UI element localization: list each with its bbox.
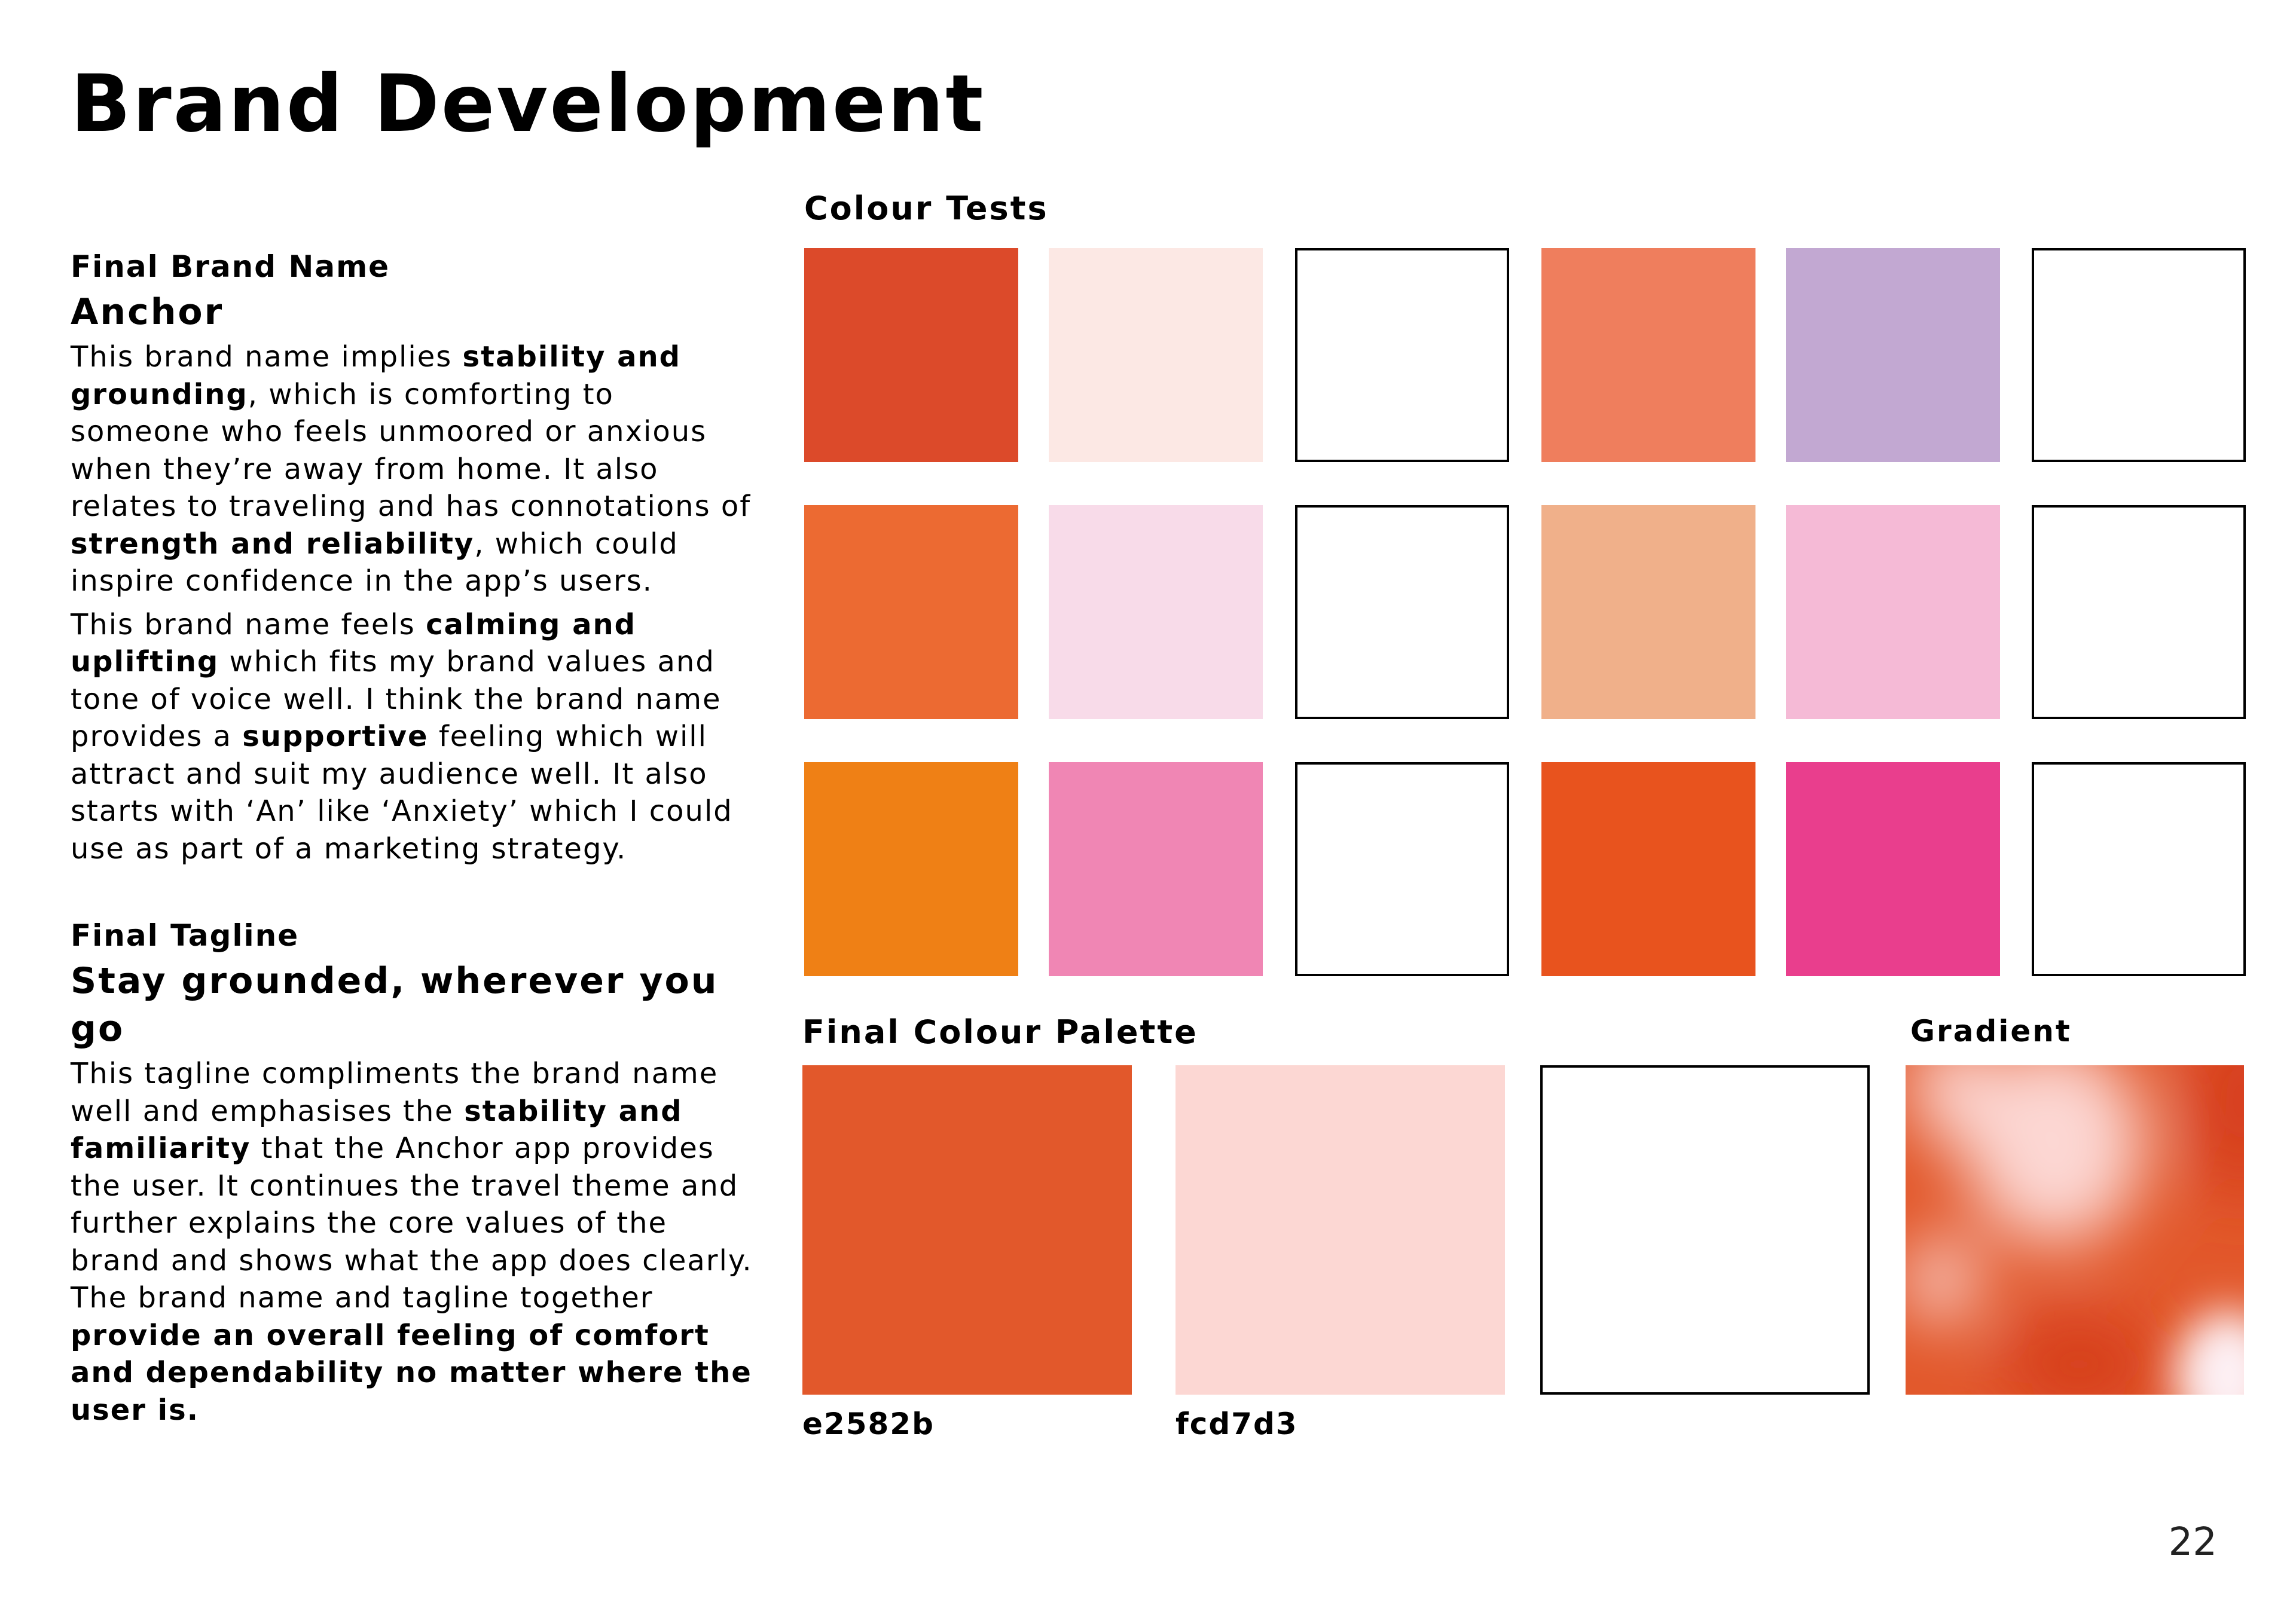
- colour-test-swatch: [2032, 248, 2246, 462]
- colour-test-swatch: [1295, 762, 1509, 976]
- text-span: This brand name feels: [71, 607, 426, 641]
- tagline-label: Final Tagline: [71, 918, 300, 953]
- text-span: feeling which will attract and suit my a…: [71, 720, 733, 866]
- colour-test-swatch: [1295, 505, 1509, 719]
- colour-tests-label: Colour Tests: [804, 189, 1049, 227]
- colour-test-swatch: [2032, 762, 2246, 976]
- colour-test-swatch: [1049, 762, 1263, 976]
- colour-test-swatch: [1786, 248, 2000, 462]
- colour-test-swatch: [2032, 505, 2246, 719]
- colour-test-swatch: [804, 248, 1018, 462]
- bold-span: provide an overall feeling of comfort an…: [71, 1318, 752, 1427]
- bold-span: stability and familiarity: [71, 1094, 683, 1166]
- gradient-light-area: [1965, 1065, 2145, 1245]
- text-span: This brand name implies: [71, 340, 463, 374]
- colour-test-swatch: [804, 762, 1018, 976]
- palette-hex-primary: e2582b: [802, 1407, 935, 1441]
- section-gap: [71, 867, 758, 914]
- palette-swatch-secondary: [1176, 1065, 1505, 1395]
- page-number: 22: [2168, 1520, 2217, 1564]
- tagline-paragraph: This tagline compliments the brand name …: [71, 1055, 758, 1429]
- palette-hex-secondary: fcd7d3: [1176, 1407, 1298, 1441]
- gradient-dark-area: [2001, 1316, 2157, 1395]
- palette-swatch-primary: [802, 1065, 1132, 1395]
- page-title: Brand Development: [71, 58, 985, 150]
- tagline-text: Stay grounded, wherever you go: [71, 960, 719, 1050]
- gradient-graphic: [1906, 1065, 2244, 1395]
- left-column: Final Brand Name Anchor This brand name …: [71, 245, 758, 1429]
- colour-test-swatch: [1786, 762, 2000, 976]
- colour-test-swatch: [1295, 248, 1509, 462]
- gradient-light-area: [1912, 1065, 1995, 1143]
- bold-span: strength and reliability: [71, 527, 475, 561]
- text-span: , which could inspire confidence in the …: [71, 527, 679, 598]
- colour-test-swatch: [1049, 505, 1263, 719]
- text-span: , which is comforting to someone who fee…: [71, 377, 752, 524]
- bold-span: calming and uplifting: [71, 607, 636, 679]
- text-span: that the Anchor app provides the user. I…: [71, 1132, 753, 1315]
- text-span: This tagline compliments the brand name …: [71, 1057, 719, 1128]
- text-span: which fits my brand values and tone of v…: [71, 645, 722, 753]
- colour-test-swatch: [1786, 505, 2000, 719]
- gradient-pale-corner: [2175, 1310, 2244, 1395]
- colour-test-swatch: [1541, 762, 1755, 976]
- brand-name-paragraph-2: This brand name feels calming and uplift…: [71, 606, 758, 868]
- brand-name-label: Final Brand Name: [71, 249, 390, 284]
- gradient-light-area: [1906, 1239, 1977, 1322]
- brand-name-paragraph-1: This brand name implies stability and gr…: [71, 338, 758, 600]
- final-palette-label: Final Colour Palette: [802, 1013, 1198, 1051]
- palette-swatch-white: [1540, 1065, 1870, 1395]
- gradient-label: Gradient: [1910, 1014, 2072, 1049]
- bold-span: stability and grounding: [71, 340, 682, 411]
- bold-span: supportive: [242, 720, 429, 753]
- brand-name: Anchor: [71, 291, 224, 333]
- colour-test-swatch: [1049, 248, 1263, 462]
- gradient-dark-area: [2193, 1065, 2244, 1203]
- colour-test-swatch: [804, 505, 1018, 719]
- colour-test-swatch: [1541, 248, 1755, 462]
- colour-test-swatch: [1541, 505, 1755, 719]
- gradient-swatch: [1906, 1065, 2244, 1395]
